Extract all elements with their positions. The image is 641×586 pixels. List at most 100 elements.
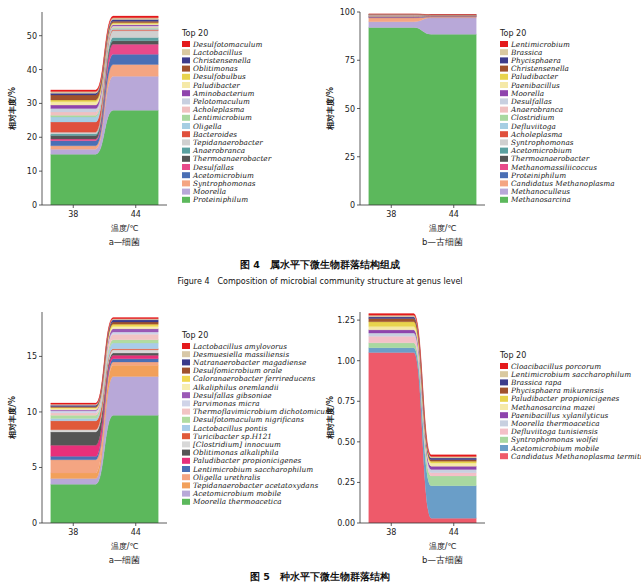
y-tick bbox=[39, 103, 42, 104]
y-tick bbox=[39, 171, 42, 172]
legend-swatch bbox=[500, 115, 508, 121]
legend: Top 20Lactobacillus amylovorusDesmuesiel… bbox=[181, 331, 332, 506]
x-tick-label: 38 bbox=[68, 528, 78, 537]
legend-swatch bbox=[500, 74, 508, 80]
y-tick bbox=[357, 360, 360, 361]
legend-swatch bbox=[182, 482, 190, 488]
legend-swatch bbox=[182, 392, 190, 398]
x-tick bbox=[73, 523, 74, 526]
legend-swatch bbox=[500, 396, 508, 402]
area-band bbox=[369, 17, 477, 18]
legend-swatch bbox=[500, 41, 508, 47]
legend-swatch bbox=[182, 197, 190, 203]
y-tick bbox=[39, 523, 42, 524]
legend-swatch bbox=[500, 156, 508, 162]
x-tick bbox=[73, 205, 74, 208]
x-tick-label: 38 bbox=[386, 528, 396, 537]
y-tick bbox=[357, 108, 360, 109]
chart-panel: 010203040503844温度/℃a—细菌相对丰度/%Top 20Desul… bbox=[7, 12, 272, 247]
y-tick bbox=[39, 69, 42, 70]
legend-swatch bbox=[500, 404, 508, 410]
y-tick-label: 10 bbox=[27, 408, 37, 417]
legend-swatch bbox=[182, 172, 190, 178]
legend-swatch bbox=[182, 164, 190, 170]
y-tick bbox=[39, 467, 42, 468]
x-tick bbox=[391, 205, 392, 208]
y-axis-label: 相对丰度/% bbox=[325, 396, 335, 440]
chart-panel: 0.000.250.500.751.001.253844温度/℃b—古细菌相对丰… bbox=[325, 312, 641, 565]
x-axis-label: 温度/℃ bbox=[111, 542, 139, 551]
legend-swatch bbox=[500, 139, 508, 145]
legend-swatch bbox=[500, 412, 508, 418]
y-tick-label: 0 bbox=[32, 201, 37, 210]
legend-swatch bbox=[182, 343, 190, 349]
x-axis bbox=[42, 205, 167, 206]
subtitle: a—细菌 bbox=[109, 555, 141, 565]
subtitle: b—古细菌 bbox=[422, 237, 463, 247]
legend: Top 20Cloacibacillus porcorumLentimicrob… bbox=[499, 351, 641, 461]
legend-swatch bbox=[500, 363, 508, 369]
x-axis bbox=[42, 523, 167, 524]
y-tick-label: 50 bbox=[345, 105, 355, 114]
legend-swatch bbox=[500, 123, 508, 129]
legend-swatch bbox=[182, 425, 190, 431]
y-tick bbox=[357, 482, 360, 483]
legend-swatch bbox=[500, 180, 508, 186]
y-axis bbox=[360, 312, 361, 523]
legend-swatch bbox=[182, 458, 190, 464]
y-axis bbox=[42, 12, 43, 205]
legend-swatch bbox=[182, 41, 190, 47]
legend-swatch bbox=[182, 115, 190, 121]
areas bbox=[369, 14, 477, 205]
area-band bbox=[369, 15, 477, 16]
y-axis-label: 相对丰度/% bbox=[7, 87, 17, 131]
area-band bbox=[369, 16, 477, 17]
legend-swatch bbox=[500, 371, 508, 377]
y-tick-label: 1.00 bbox=[337, 357, 355, 366]
legend-swatch bbox=[182, 49, 190, 55]
legend-swatch bbox=[500, 164, 508, 170]
x-axis-label: 温度/℃ bbox=[429, 224, 457, 233]
legend-swatch bbox=[500, 90, 508, 96]
legend-swatch bbox=[500, 82, 508, 88]
y-tick-label: 0 bbox=[350, 201, 355, 210]
area-band bbox=[369, 14, 477, 16]
y-tick bbox=[39, 137, 42, 138]
legend-swatch bbox=[500, 57, 508, 63]
legend-swatch bbox=[182, 417, 190, 423]
legend-swatch bbox=[182, 499, 190, 505]
y-tick-label: 5 bbox=[32, 463, 37, 472]
y-tick bbox=[357, 60, 360, 61]
y-tick bbox=[39, 356, 42, 357]
legend-label: Moorella thermoacetica bbox=[192, 497, 282, 506]
legend-swatch bbox=[182, 74, 190, 80]
y-tick-label: 10 bbox=[27, 167, 37, 176]
legend-swatch bbox=[182, 189, 190, 195]
legend-swatch bbox=[500, 437, 508, 443]
x-axis-label: 温度/℃ bbox=[429, 542, 457, 551]
legend-swatch bbox=[182, 359, 190, 365]
legend-swatch bbox=[500, 379, 508, 385]
legend-swatch bbox=[500, 131, 508, 137]
legend-swatch bbox=[182, 450, 190, 456]
x-tick bbox=[135, 523, 136, 526]
y-tick-label: 20 bbox=[27, 133, 37, 142]
legend-swatch bbox=[182, 131, 190, 137]
y-tick-label: 40 bbox=[27, 66, 37, 75]
area-band bbox=[369, 14, 477, 16]
legend-swatch bbox=[182, 123, 190, 129]
chart-panel: 02550751003844温度/℃b—古细菌相对丰度/%Top 20Lenti… bbox=[325, 8, 615, 247]
legend-swatch bbox=[182, 466, 190, 472]
legend-swatch bbox=[500, 197, 508, 203]
legend-swatch bbox=[500, 148, 508, 154]
legend-swatch bbox=[182, 57, 190, 63]
x-axis-label: 温度/℃ bbox=[111, 224, 139, 233]
y-tick-label: 0 bbox=[32, 519, 37, 528]
y-axis bbox=[42, 312, 43, 523]
areas bbox=[51, 318, 159, 523]
y-tick bbox=[357, 401, 360, 402]
x-tick bbox=[135, 205, 136, 208]
area-band bbox=[51, 21, 159, 100]
legend-swatch bbox=[182, 107, 190, 113]
y-tick bbox=[357, 441, 360, 442]
